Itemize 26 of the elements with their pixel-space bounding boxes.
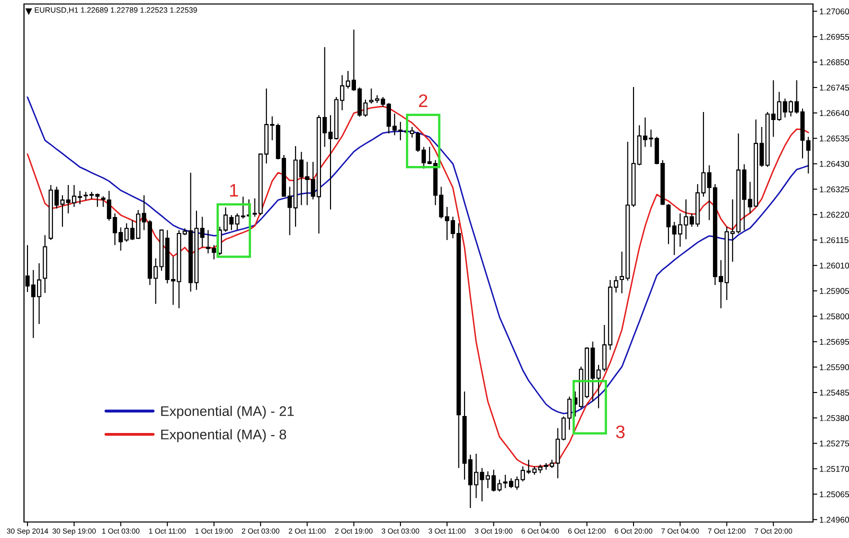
- y-tick-label: 1.25485: [820, 390, 849, 396]
- y-tick-label: 1.27060: [820, 8, 849, 14]
- y-tick-label: 1.26745: [820, 84, 849, 91]
- y-tick-label: 1.25695: [820, 338, 849, 345]
- y-tick-label: 1.25380: [820, 415, 849, 422]
- legend-label: Exponential (MA) - 21: [161, 406, 294, 419]
- y-tick-label: 1.25065: [820, 491, 849, 498]
- legend-label: Exponential (MA) - 8: [161, 429, 286, 442]
- y-tick-label: 1.26010: [820, 262, 849, 269]
- y-tick-label: 1.26115: [820, 237, 848, 244]
- annotation: 2: [419, 94, 428, 107]
- y-tick-label: 1.24960: [820, 516, 849, 523]
- y-tick-label: 1.26325: [820, 186, 849, 192]
- y-tick-label: 1.25275: [820, 440, 849, 446]
- y-tick-label: 1.25590: [820, 364, 849, 370]
- y-tick-label: 1.26850: [820, 59, 849, 66]
- y-tick-label: 1.26640: [820, 110, 849, 116]
- y-tick-label: 1.26535: [820, 136, 849, 142]
- annotation: 3: [616, 425, 625, 438]
- y-tick-label: 1.25905: [820, 288, 849, 294]
- y-tick-label: 1.25170: [820, 466, 849, 472]
- y-tick-label: 1.25800: [820, 313, 849, 320]
- y-tick-label: 1.26220: [820, 212, 849, 218]
- y-tick-label: 1.26955: [820, 34, 849, 40]
- y-tick-label: 1.26430: [820, 160, 849, 167]
- annotation: 1: [230, 184, 238, 197]
